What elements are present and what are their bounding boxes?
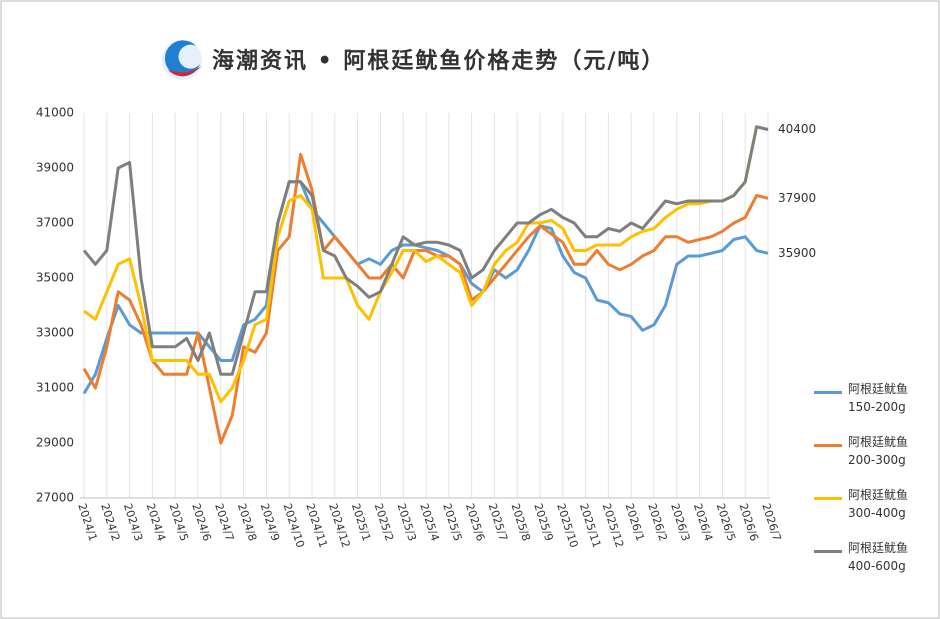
legend-item: 阿根廷鱿鱼 150-200g (812, 380, 932, 433)
y-tick-label: 39000 (36, 161, 74, 175)
y-tick-label: 27000 (36, 491, 74, 505)
y-tick-label: 31000 (36, 381, 74, 395)
legend-swatch (814, 497, 842, 500)
legend-swatch (814, 550, 842, 553)
legend-item: 阿根廷鱿鱼 300-400g (812, 486, 932, 539)
end-label: 40400 (778, 122, 816, 136)
y-tick-label: 33000 (36, 326, 74, 340)
legend-label: 阿根廷鱿鱼 300-400g (848, 488, 909, 520)
y-tick-label: 37000 (36, 216, 74, 230)
legend-swatch (814, 391, 842, 394)
series-line (82, 152, 769, 445)
end-label: 35900 (778, 246, 816, 260)
legend-label: 阿根廷鱿鱼 200-300g (848, 435, 909, 467)
chart-title: 海潮资讯 • 阿根廷鱿鱼价格走势（元/吨） (212, 48, 665, 74)
y-tick-label: 35000 (36, 271, 74, 285)
y-tick-label: 41000 (36, 106, 74, 120)
legend-item: 阿根廷鱿鱼 200-300g (812, 433, 932, 486)
legend-label: 阿根廷鱿鱼 400-600g (848, 541, 909, 573)
y-tick-label: 29000 (36, 436, 74, 450)
legend: 阿根廷鱿鱼 150-200g 阿根廷鱿鱼 200-300g 阿根廷鱿鱼 300-40… (812, 380, 932, 592)
series-line (82, 125, 769, 376)
logo (162, 40, 202, 80)
series-line (83, 125, 769, 404)
end-label: 37900 (778, 191, 816, 205)
legend-label: 阿根廷鱿鱼 150-200g (848, 382, 909, 414)
legend-swatch (814, 444, 842, 447)
legend-item: 阿根廷鱿鱼 400-600g (812, 539, 932, 592)
